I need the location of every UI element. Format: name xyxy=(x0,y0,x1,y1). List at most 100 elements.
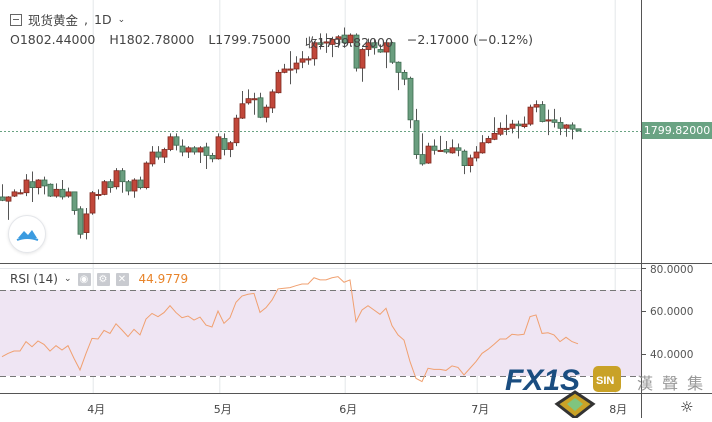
candle-body xyxy=(23,179,30,194)
candle-body xyxy=(89,192,96,214)
candle xyxy=(203,142,210,169)
candle-body xyxy=(41,179,48,187)
candle-body xyxy=(131,179,138,192)
close-icon[interactable]: ✕ xyxy=(115,272,129,286)
candle-body xyxy=(47,183,54,197)
last-price-label: 1799.82000 xyxy=(642,122,712,139)
candle-body xyxy=(527,106,534,125)
candle-body xyxy=(65,191,72,197)
candle xyxy=(509,119,516,134)
candle xyxy=(293,56,300,74)
svg-text:FX1S: FX1S xyxy=(505,364,580,397)
candle-body xyxy=(311,42,318,60)
close-value: 收1799.82000 xyxy=(304,35,393,50)
candle xyxy=(425,142,432,164)
candle xyxy=(419,133,426,166)
candle-body xyxy=(95,194,102,197)
candle xyxy=(515,120,522,139)
candle xyxy=(461,149,468,175)
candle xyxy=(467,154,474,173)
candle xyxy=(239,91,246,119)
rsi-band-background xyxy=(0,290,641,376)
open-value: O1802.44000 xyxy=(10,32,96,47)
candle xyxy=(443,141,450,154)
eye-icon[interactable]: ◉ xyxy=(77,272,91,286)
candle xyxy=(161,147,168,164)
symbol-legend[interactable]: 现货黄金, 1D ⌄ xyxy=(10,10,125,29)
wave-button[interactable] xyxy=(8,215,46,253)
candle-body xyxy=(317,42,324,45)
candle-body xyxy=(209,155,216,160)
rsi-legend[interactable]: RSI (14) ⌄ ◉ ⚙ ✕ 44.9779 xyxy=(10,272,188,286)
candle-body xyxy=(11,191,18,197)
symbol-name: 现货黄金 xyxy=(28,13,79,28)
candle-body xyxy=(53,188,60,197)
candle-body xyxy=(281,68,288,73)
candle-body xyxy=(251,98,258,101)
candles xyxy=(0,27,582,240)
candle xyxy=(71,191,78,215)
candle-body xyxy=(161,149,168,158)
candle xyxy=(347,33,354,47)
candle xyxy=(41,176,48,195)
low-value: L1799.75000 xyxy=(208,32,291,47)
candle xyxy=(119,168,126,193)
candle xyxy=(401,69,408,86)
candle-body xyxy=(0,196,6,201)
candle-body xyxy=(491,132,498,140)
candle xyxy=(563,124,570,137)
candle xyxy=(335,35,342,48)
candle xyxy=(107,179,114,193)
candle xyxy=(191,146,198,155)
wave-icon xyxy=(16,230,39,241)
candle-body xyxy=(371,42,378,49)
candle-body xyxy=(287,68,294,71)
brand-chinese-name: 漢 聲 集 團 xyxy=(637,374,712,393)
candle-body xyxy=(485,138,492,144)
candle-body xyxy=(575,128,582,132)
rsi-value: 44.9779 xyxy=(138,272,189,286)
candle xyxy=(17,189,24,195)
collapse-icon[interactable] xyxy=(10,13,22,26)
candle-body xyxy=(299,58,306,63)
candle-body xyxy=(401,71,408,80)
candle xyxy=(227,141,234,158)
sun-gear-icon[interactable]: ☼ xyxy=(680,398,694,416)
candle-body xyxy=(77,208,84,235)
candle-body xyxy=(137,179,144,189)
candle xyxy=(5,196,12,220)
chevron-down-icon[interactable]: ⌄ xyxy=(117,14,126,25)
candle xyxy=(407,76,414,129)
chevron-down-icon[interactable]: ⌄ xyxy=(63,274,72,284)
candle-body xyxy=(437,149,444,152)
separator-comma: , xyxy=(84,12,88,27)
time-axis-label: 7月 xyxy=(471,403,490,416)
candle-body xyxy=(395,61,402,73)
candle xyxy=(257,92,264,119)
candle-body xyxy=(389,42,396,63)
candle-body xyxy=(119,170,126,183)
candle-body xyxy=(353,34,360,69)
candle xyxy=(197,146,204,164)
candle-body xyxy=(239,103,246,119)
candle-body xyxy=(449,147,456,154)
candle-body xyxy=(335,36,342,40)
candle-body xyxy=(83,213,90,233)
candle-body xyxy=(167,136,174,150)
candle-body xyxy=(125,181,132,192)
candle xyxy=(77,206,84,239)
rsi-line xyxy=(1,276,579,383)
candle-body xyxy=(35,179,42,189)
candle xyxy=(233,114,240,147)
candle xyxy=(389,41,396,64)
candle xyxy=(35,179,42,195)
interval[interactable]: 1D xyxy=(94,12,112,27)
candle xyxy=(365,38,372,57)
gear-icon[interactable]: ⚙ xyxy=(96,272,110,286)
candle xyxy=(185,146,192,158)
candle xyxy=(557,117,564,136)
candle xyxy=(53,183,60,198)
candle xyxy=(341,27,348,48)
candle-body xyxy=(59,188,66,198)
